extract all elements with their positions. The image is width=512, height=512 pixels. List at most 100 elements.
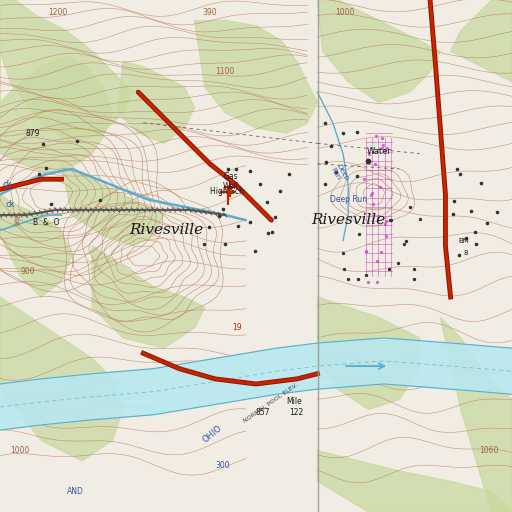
Point: [271, 213, 280, 221]
Text: NORMAL POOL ELEV.: NORMAL POOL ELEV.: [243, 382, 300, 423]
Point: [467, 207, 475, 215]
Point: [264, 228, 272, 237]
Point: [373, 257, 381, 265]
Point: [374, 212, 382, 220]
Polygon shape: [451, 0, 512, 82]
Text: 857: 857: [256, 408, 270, 417]
Point: [376, 183, 384, 191]
Polygon shape: [0, 195, 72, 297]
Text: Water: Water: [367, 147, 392, 156]
Point: [205, 223, 213, 231]
Text: ck: ck: [5, 200, 15, 209]
Text: 1060: 1060: [479, 446, 498, 455]
Text: Deep
Run: Deep Run: [329, 163, 350, 185]
Point: [410, 265, 418, 273]
Text: 1000: 1000: [10, 446, 30, 455]
Point: [371, 160, 379, 168]
Point: [385, 265, 393, 273]
Point: [47, 200, 55, 208]
Polygon shape: [61, 164, 164, 246]
Point: [364, 157, 372, 165]
Point: [369, 200, 377, 208]
Text: 122: 122: [289, 408, 304, 417]
Point: [378, 134, 386, 142]
Text: 390: 390: [202, 8, 217, 17]
Point: [199, 240, 207, 248]
Polygon shape: [317, 297, 420, 410]
Point: [377, 248, 386, 256]
Point: [382, 232, 390, 240]
Point: [471, 228, 479, 237]
Polygon shape: [440, 317, 512, 512]
Point: [406, 203, 414, 211]
Point: [381, 220, 390, 228]
Point: [462, 234, 470, 242]
Point: [453, 165, 461, 173]
Point: [41, 164, 50, 172]
Text: High Sch: High Sch: [210, 187, 244, 197]
Point: [339, 249, 347, 257]
Point: [344, 275, 352, 283]
Text: Gas
Well: Gas Well: [223, 172, 239, 191]
Point: [455, 251, 463, 259]
Point: [379, 141, 387, 150]
Text: 1000: 1000: [335, 8, 355, 17]
Point: [368, 189, 376, 197]
Point: [483, 219, 491, 227]
Point: [372, 278, 380, 286]
Point: [386, 216, 394, 224]
Point: [387, 216, 395, 224]
Point: [400, 240, 408, 248]
Point: [340, 265, 348, 273]
Text: B  &  O: B & O: [33, 218, 59, 227]
Text: ck: ck: [3, 180, 12, 189]
Text: Rivesville: Rivesville: [311, 213, 385, 227]
Point: [383, 143, 391, 152]
Point: [339, 129, 348, 137]
Text: 900: 900: [21, 267, 35, 276]
Point: [372, 132, 380, 140]
Point: [263, 198, 271, 206]
Point: [321, 180, 329, 188]
Point: [402, 237, 411, 245]
Point: [354, 275, 362, 283]
Point: [224, 165, 232, 174]
Point: [364, 278, 372, 286]
Point: [362, 248, 371, 256]
Text: 1100: 1100: [215, 67, 234, 76]
Point: [96, 196, 104, 204]
Text: 300: 300: [215, 461, 230, 471]
Point: [367, 191, 375, 199]
Point: [415, 215, 423, 223]
Polygon shape: [195, 20, 317, 133]
Text: OHIO: OHIO: [201, 424, 224, 445]
Polygon shape: [118, 61, 195, 143]
Text: Deep Run: Deep Run: [330, 195, 368, 204]
Point: [378, 144, 386, 152]
Point: [231, 164, 240, 173]
Point: [221, 240, 229, 248]
Point: [493, 208, 501, 217]
Polygon shape: [92, 246, 205, 348]
Text: BM: BM: [458, 238, 469, 244]
Point: [35, 169, 43, 178]
Point: [327, 141, 335, 150]
Point: [449, 209, 457, 218]
Point: [246, 218, 254, 226]
Polygon shape: [317, 0, 440, 102]
Point: [321, 119, 329, 127]
Point: [382, 217, 391, 225]
Text: Mile: Mile: [287, 397, 303, 407]
Text: 8: 8: [463, 250, 468, 257]
Point: [361, 271, 370, 279]
Polygon shape: [317, 451, 512, 512]
Polygon shape: [0, 0, 133, 143]
Point: [359, 175, 368, 183]
Point: [234, 222, 242, 230]
Polygon shape: [0, 51, 113, 174]
Text: 879: 879: [26, 129, 40, 138]
Point: [39, 140, 47, 148]
Point: [276, 186, 284, 195]
Point: [322, 158, 330, 166]
Point: [215, 212, 223, 220]
